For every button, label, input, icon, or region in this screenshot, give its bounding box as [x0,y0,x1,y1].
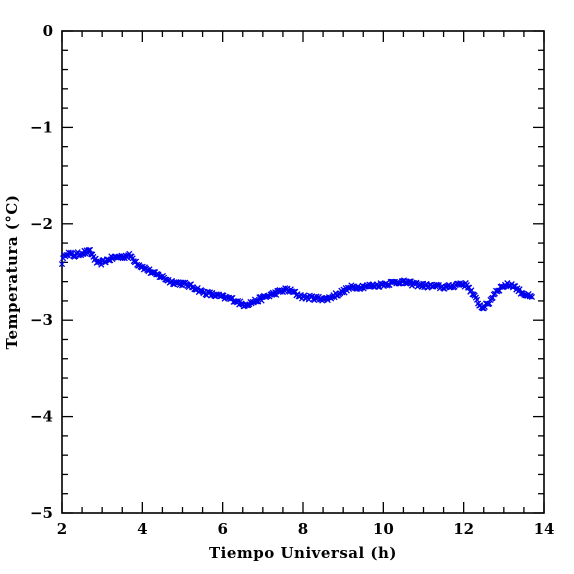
x-axis-label: Tiempo Universal (h) [209,544,397,562]
y-tick-label: 0 [43,22,53,40]
y-axis-label: Temperatura (°C) [3,195,21,350]
data-point [86,246,94,253]
x-tick-label: 2 [57,520,67,538]
data-point [406,278,413,285]
axis-tick-labels: 2 4 6 8 10 12 14 −5 −4 −3 −2 −1 0 [30,22,554,538]
y-tick-label: −5 [30,504,53,522]
y-tick-label: −4 [30,408,53,426]
data-point [58,261,66,268]
data-point [516,286,523,293]
data-point [106,257,113,264]
y-tick-label: −1 [30,118,53,136]
x-tick-label: 4 [137,520,147,538]
x-tick-label: 12 [453,520,474,538]
x-tick-label: 8 [298,520,308,538]
data-point [528,293,536,301]
y-tick-label: −3 [30,311,53,329]
x-tick-label: 6 [217,520,227,538]
data-point [473,296,481,303]
x-tick-label: 14 [534,520,555,538]
data-point [510,283,518,290]
plot-frame [61,30,545,514]
x-tick-label: 10 [373,520,394,538]
data-series [58,246,536,312]
axis-ticks [61,30,545,514]
y-tick-label: −2 [30,215,53,233]
data-point [85,246,92,254]
